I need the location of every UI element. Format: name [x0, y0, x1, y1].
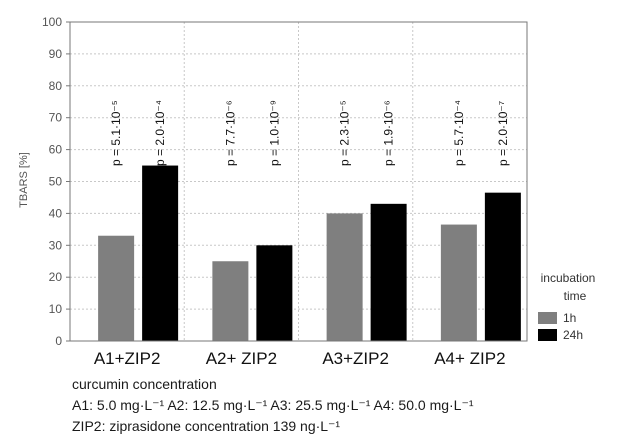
category-labels: A1+ZIP2 A2+ ZIP2 A3+ZIP2 A4+ ZIP2: [94, 349, 506, 368]
notes-curcumin-heading: curcumin concentration: [72, 376, 217, 392]
category-label-1: A1+ZIP2: [94, 349, 161, 368]
y-axis-label: TBARS [%]: [18, 152, 30, 208]
bar-chart: 0 10 20 30 40 50 60 70 80 90 100 TBARS [%] p = 5.1…: [18, 15, 595, 368]
bar-1-1h: [98, 235, 135, 341]
figure-notes: curcumin concentration A1: 5.0 mg·L⁻¹ A2…: [72, 374, 474, 437]
bar-2-24h: [256, 245, 293, 341]
bars: [98, 165, 521, 341]
p-value-3-1h: p = 2.3·10⁻⁵: [338, 100, 352, 166]
category-label-2: A2+ ZIP2: [206, 349, 277, 368]
p-value-4-24h: p = 2.0·10⁻⁷: [496, 101, 510, 166]
legend-title-line-1: incubation: [541, 271, 596, 285]
legend-label-1h: 1h: [563, 311, 576, 325]
y-tick-label-90: 90: [49, 47, 63, 61]
p-value-1-1h: p = 5.1·10⁻⁵: [109, 100, 123, 166]
plot-area-frame: [69, 21, 528, 342]
y-tick-label-30: 30: [49, 238, 63, 252]
bar-3-1h: [326, 213, 363, 341]
y-tick-label-100: 100: [42, 15, 62, 29]
y-tick-label-40: 40: [49, 206, 63, 220]
legend-label-24h: 24h: [563, 328, 583, 342]
p-value-2-24h: p = 1.0·10⁻⁹: [267, 100, 281, 166]
p-value-2-1h: p = 7.7·10⁻⁶: [223, 100, 237, 166]
p-value-4-1h: p = 5.7·10⁻⁴: [452, 100, 466, 166]
notes-ziprasidone: ZIP2: ziprasidone concentration 139 ng·L…: [72, 418, 341, 434]
bar-4-1h: [440, 224, 477, 341]
notes-concentrations: A1: 5.0 mg·L⁻¹ A2: 12.5 mg·L⁻¹ A3: 25.5 …: [72, 397, 474, 413]
legend: incubation time 1h 24h: [538, 271, 595, 342]
y-tick-label-20: 20: [49, 270, 63, 284]
p-value-1-24h: p = 2.0·10⁻⁴: [153, 100, 167, 166]
legend-title-line-2: time: [564, 289, 587, 303]
y-tick-label-50: 50: [49, 175, 63, 189]
bar-1-24h: [142, 165, 179, 341]
p-value-labels: p = 5.1·10⁻⁵ p = 2.0·10⁻⁴ p = 7.7·10⁻⁶ p = …: [109, 100, 510, 166]
bar-4-24h: [484, 192, 521, 341]
y-tick-label-80: 80: [49, 79, 63, 93]
bar-3-24h: [370, 203, 407, 341]
legend-swatch-1h: [538, 312, 557, 324]
bar-2-1h: [212, 261, 249, 341]
y-axis-ticks: 0 10 20 30 40 50 60 70 80 90 100: [42, 15, 70, 348]
y-tick-label-0: 0: [55, 334, 62, 348]
y-tick-label-70: 70: [49, 111, 63, 125]
category-label-4: A4+ ZIP2: [434, 349, 505, 368]
y-tick-label-60: 60: [49, 143, 63, 157]
category-label-3: A3+ZIP2: [322, 349, 389, 368]
p-value-3-24h: p = 1.9·10⁻⁶: [382, 100, 396, 166]
y-tick-label-10: 10: [49, 302, 63, 316]
legend-swatch-24h: [538, 329, 557, 341]
